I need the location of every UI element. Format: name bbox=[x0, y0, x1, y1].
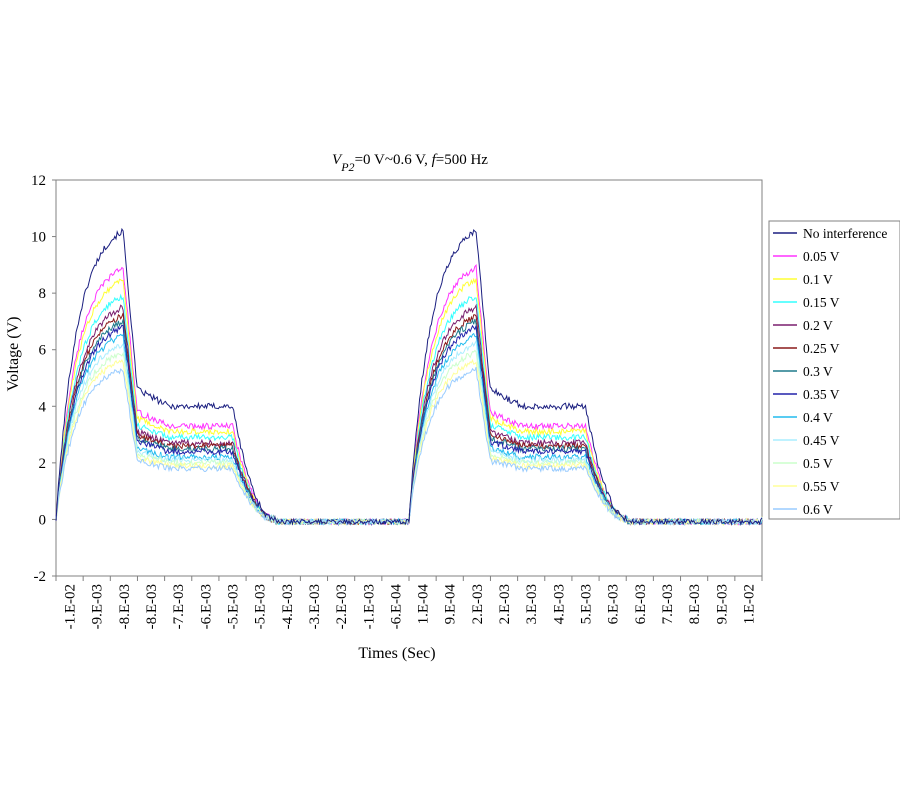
legend-label: 0.1 V bbox=[803, 272, 833, 287]
legend-label: No interference bbox=[803, 226, 887, 241]
series-line bbox=[55, 227, 763, 526]
x-tick-label: 2.E-03 bbox=[470, 584, 486, 624]
x-tick-label: 9.E-03 bbox=[714, 584, 730, 624]
x-tick-label: 1.E-02 bbox=[741, 584, 757, 624]
x-tick-label: -7.E-03 bbox=[171, 584, 187, 629]
x-tick-label: 9.E-04 bbox=[443, 584, 459, 625]
x-tick-label: -8.E-03 bbox=[144, 584, 160, 629]
y-axis-title: Voltage (V) bbox=[5, 317, 22, 392]
x-tick-label: 5.E-03 bbox=[579, 584, 595, 624]
x-axis-title: Times (Sec) bbox=[358, 645, 435, 662]
x-tick-label: -5.E-03 bbox=[226, 584, 242, 629]
x-tick-label: 7.E-03 bbox=[660, 584, 676, 624]
y-tick-label: 12 bbox=[31, 173, 46, 189]
legend-label: 0.35 V bbox=[803, 387, 840, 402]
series-lines bbox=[55, 227, 763, 527]
x-axis: -1.E-02 -9.E-03 -8.E-03 -8.E-03 -7.E-03 -6.E-… bbox=[55, 576, 763, 630]
legend-label: 0.4 V bbox=[803, 410, 833, 425]
x-tick-label: -1.E-02 bbox=[63, 584, 79, 629]
legend-box bbox=[768, 220, 900, 520]
legend-label: 0.5 V bbox=[803, 456, 833, 471]
legend-label: 0.3 V bbox=[803, 364, 833, 379]
x-tick-label: -4.E-03 bbox=[280, 584, 296, 629]
y-tick-label: -2 bbox=[34, 569, 47, 585]
y-axis: -2 0 2 4 6 8 10 12 bbox=[31, 173, 56, 585]
legend-label: 0.2 V bbox=[803, 318, 833, 333]
legend: No interference 0.05 V 0.1 V 0.15 V 0.2 V 0.2… bbox=[773, 226, 887, 517]
x-tick-label: -2.E-03 bbox=[334, 584, 350, 629]
x-tick-label: 2.E-03 bbox=[497, 584, 513, 624]
x-tick-label: 6.E-03 bbox=[633, 584, 649, 624]
x-tick-label: -3.E-03 bbox=[307, 584, 323, 629]
x-tick-label: -1.E-03 bbox=[361, 584, 377, 629]
chart-title: VP2=0 V~0.6 V, f=500 Hz bbox=[332, 152, 488, 174]
x-tick-label: -5.E-03 bbox=[253, 584, 269, 629]
y-tick-label: 0 bbox=[39, 512, 47, 528]
y-tick-label: 6 bbox=[39, 343, 47, 359]
x-tick-label: -9.E-03 bbox=[90, 584, 106, 629]
legend-label: 0.15 V bbox=[803, 295, 840, 310]
legend-label: 0.45 V bbox=[803, 433, 840, 448]
x-tick-label: -6.E-03 bbox=[198, 584, 214, 629]
x-tick-label: -8.E-03 bbox=[117, 584, 133, 629]
x-tick-label: 8.E-03 bbox=[687, 584, 703, 624]
y-tick-label: 2 bbox=[39, 456, 47, 472]
y-tick-label: 4 bbox=[39, 399, 47, 415]
x-tick-label: 6.E-03 bbox=[606, 584, 622, 624]
x-tick-label: 1.E-04 bbox=[416, 584, 432, 625]
x-tick-label: -6.E-04 bbox=[388, 584, 404, 630]
legend-label: 0.05 V bbox=[803, 249, 840, 264]
legend-label: 0.6 V bbox=[803, 502, 833, 517]
legend-label: 0.55 V bbox=[803, 479, 840, 494]
y-tick-label: 8 bbox=[39, 286, 47, 302]
legend-label: 0.25 V bbox=[803, 341, 840, 356]
x-tick-label: 3.E-03 bbox=[524, 584, 540, 624]
x-tick-label: 4.E-03 bbox=[551, 584, 567, 624]
plot-area bbox=[55, 179, 763, 577]
y-tick-label: 10 bbox=[31, 230, 46, 246]
